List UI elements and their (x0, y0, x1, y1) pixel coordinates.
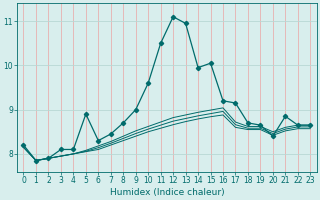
X-axis label: Humidex (Indice chaleur): Humidex (Indice chaleur) (109, 188, 224, 197)
